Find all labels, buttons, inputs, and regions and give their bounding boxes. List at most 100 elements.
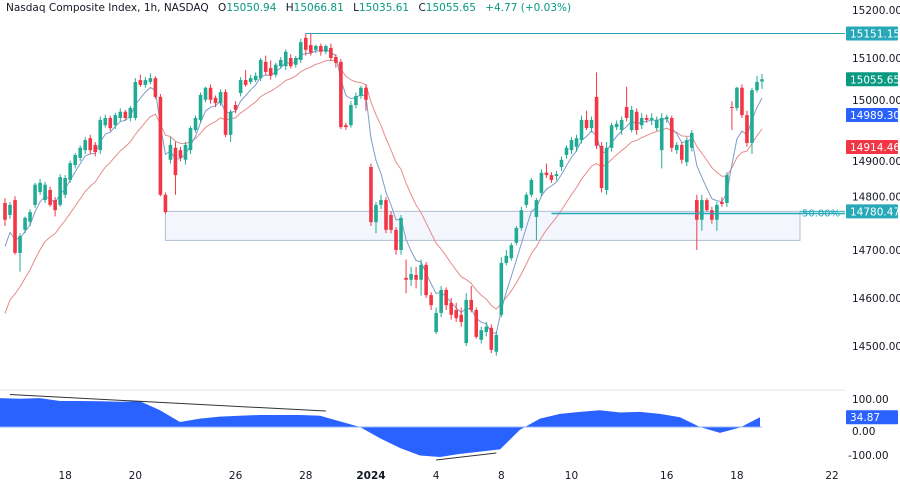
candle-body — [233, 105, 238, 110]
candle-body — [639, 118, 644, 126]
price-axis[interactable]: 15200.00 15100.00 15000.00 14900.00 14800.00… — [848, 5, 900, 462]
candle — [449, 298, 453, 320]
candle-body — [519, 210, 524, 228]
candle — [133, 78, 138, 121]
candle-body — [619, 119, 624, 130]
candle-body — [669, 118, 674, 148]
demand-zone-layer — [164, 210, 801, 241]
time-tick-label: 20 — [129, 470, 142, 482]
candle — [63, 175, 67, 199]
candle — [589, 116, 594, 133]
close-label: C — [418, 2, 426, 14]
candle-body — [128, 107, 133, 118]
candle-body — [554, 174, 559, 177]
candle-body — [700, 200, 704, 220]
time-tick-label: 2024 — [356, 470, 385, 482]
candle — [123, 109, 128, 121]
candle — [359, 85, 363, 99]
candle-body — [83, 140, 88, 151]
candle-body — [268, 68, 273, 76]
candle — [710, 206, 714, 224]
candle — [544, 163, 549, 178]
open-label: O — [218, 2, 227, 14]
candle-body — [454, 310, 458, 319]
symbol-title: Nasdaq Composite Index, 1h, NASDAQ — [6, 2, 209, 14]
candle-body — [303, 37, 308, 50]
candle — [654, 116, 659, 131]
divergence-trendline[interactable] — [436, 452, 497, 461]
horizontal-levels[interactable]: 50.00% — [305, 32, 845, 220]
time-tick-label: 28 — [299, 470, 312, 482]
candle-body — [314, 46, 318, 50]
candle — [394, 226, 398, 255]
fib-50-label: 50.00% — [802, 209, 840, 220]
candle — [444, 287, 448, 310]
candle-body — [529, 179, 534, 195]
candle — [604, 142, 609, 195]
candle-body — [735, 87, 739, 108]
candle-body — [374, 204, 378, 223]
time-axis[interactable]: 18 20 26 28 2024 4 8 10 16 18 22 — [58, 470, 838, 482]
candle-body — [364, 87, 368, 100]
candle — [13, 196, 17, 255]
candle — [23, 216, 27, 234]
zone-price-badge-text: 14780.47 — [850, 206, 900, 218]
candle-body — [238, 80, 243, 94]
candle — [243, 70, 248, 87]
candle — [439, 286, 443, 318]
candle-body — [384, 200, 388, 230]
candle-body — [725, 175, 729, 203]
candle — [213, 95, 218, 107]
candle — [690, 130, 694, 152]
candle-body — [173, 147, 178, 176]
candle — [298, 38, 303, 63]
candle — [258, 58, 263, 82]
candle-body — [474, 310, 479, 337]
candle — [619, 116, 624, 135]
time-tick-label: 18 — [730, 470, 743, 482]
candle-body — [755, 82, 759, 91]
candle — [158, 94, 163, 197]
candle-body — [103, 118, 108, 126]
candle-body — [499, 262, 504, 315]
fast-ma-badge-text: 14989.30 — [850, 110, 900, 122]
candle-body — [253, 75, 258, 81]
candle — [33, 182, 37, 208]
candle-body — [609, 125, 614, 148]
candle — [629, 106, 634, 133]
candle — [3, 198, 7, 226]
candle-body — [559, 159, 564, 167]
candle — [369, 163, 373, 226]
candle-body — [760, 79, 764, 82]
last-price-badge-text: 15055.65 — [850, 74, 900, 86]
candle-body — [409, 274, 413, 280]
candle — [349, 101, 353, 128]
candle — [218, 89, 223, 106]
candle — [720, 197, 724, 207]
candle — [469, 286, 474, 313]
candle — [735, 86, 739, 111]
candle — [8, 202, 12, 219]
demand-zone[interactable] — [164, 210, 801, 241]
candle — [614, 120, 619, 130]
candle-body — [459, 314, 464, 322]
candle-body — [679, 144, 684, 160]
close-value: 15055.65 — [425, 2, 476, 14]
candle-body — [659, 118, 664, 151]
candle-body — [509, 245, 514, 259]
candle — [574, 134, 579, 152]
divergence-trendline[interactable] — [9, 394, 326, 412]
candle — [148, 73, 153, 85]
candle — [679, 142, 684, 164]
candle-body — [549, 175, 554, 180]
candle — [278, 57, 283, 69]
candle-body — [710, 210, 714, 220]
candle — [624, 86, 629, 122]
last-price-badge — [846, 72, 898, 87]
candle-body — [649, 118, 654, 120]
candle-body — [113, 115, 118, 126]
candle — [203, 86, 208, 103]
candle — [303, 33, 308, 56]
candle-body — [108, 118, 113, 129]
